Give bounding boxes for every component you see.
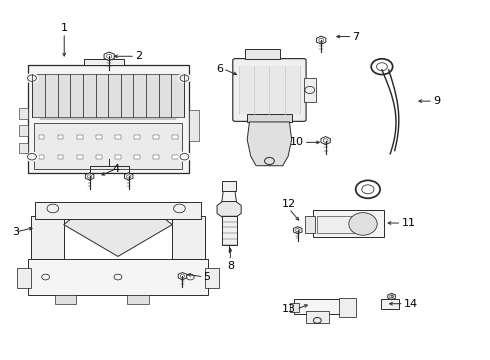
Polygon shape [64, 213, 172, 256]
Bar [96, 155, 101, 159]
Text: 5: 5 [203, 272, 211, 282]
Bar [19, 143, 27, 153]
Bar [172, 216, 205, 259]
Bar [317, 216, 360, 233]
Bar [115, 135, 121, 139]
Bar [31, 216, 64, 259]
Text: 8: 8 [227, 261, 234, 271]
Polygon shape [321, 136, 330, 144]
Text: 2: 2 [135, 51, 142, 61]
Bar [76, 155, 82, 159]
Bar [247, 114, 292, 122]
Polygon shape [104, 52, 114, 60]
Circle shape [177, 152, 192, 162]
Bar [134, 155, 140, 159]
Text: 11: 11 [401, 218, 416, 228]
Bar [294, 299, 341, 314]
Polygon shape [294, 226, 302, 234]
Bar [205, 268, 219, 288]
Bar [306, 311, 329, 323]
FancyBboxPatch shape [27, 65, 189, 173]
Bar [381, 299, 399, 309]
Bar [153, 155, 159, 159]
Bar [58, 155, 63, 159]
Polygon shape [388, 293, 395, 300]
Text: 10: 10 [290, 138, 304, 147]
Bar [189, 111, 198, 140]
Bar [76, 135, 82, 139]
Polygon shape [217, 202, 241, 217]
Bar [17, 268, 31, 288]
Bar [19, 108, 27, 119]
Bar [239, 66, 300, 114]
Bar [305, 216, 315, 233]
Bar [222, 181, 236, 192]
Text: 13: 13 [282, 304, 296, 314]
Bar [290, 303, 299, 312]
Bar [221, 216, 237, 244]
Bar [84, 59, 124, 65]
Polygon shape [247, 122, 292, 166]
Bar [172, 155, 178, 159]
Bar [115, 155, 121, 159]
Bar [34, 123, 182, 168]
Bar [58, 135, 63, 139]
Circle shape [25, 73, 39, 83]
Text: 3: 3 [12, 227, 19, 237]
Bar [245, 49, 280, 59]
Polygon shape [317, 36, 326, 44]
Text: 6: 6 [216, 64, 223, 74]
Polygon shape [124, 173, 133, 180]
Bar [35, 202, 201, 219]
Bar [39, 135, 45, 139]
Polygon shape [221, 192, 237, 217]
Bar [55, 295, 76, 304]
Polygon shape [178, 273, 187, 280]
Bar [134, 135, 140, 139]
Bar [339, 298, 356, 317]
Ellipse shape [349, 213, 377, 235]
FancyBboxPatch shape [27, 259, 208, 295]
Bar [172, 135, 178, 139]
Bar [39, 155, 45, 159]
Bar [304, 78, 316, 102]
Text: 7: 7 [352, 32, 360, 41]
Bar [314, 211, 384, 237]
Bar [19, 126, 27, 136]
Text: 9: 9 [433, 96, 440, 106]
Text: 4: 4 [112, 164, 119, 174]
Bar [96, 135, 101, 139]
FancyBboxPatch shape [233, 59, 306, 121]
Text: 12: 12 [282, 199, 296, 209]
Circle shape [25, 152, 39, 162]
Text: 1: 1 [61, 23, 68, 33]
Polygon shape [85, 173, 94, 180]
Text: 14: 14 [404, 299, 418, 309]
Bar [127, 295, 148, 304]
Bar [32, 74, 184, 117]
Bar [153, 135, 159, 139]
Circle shape [177, 73, 192, 83]
